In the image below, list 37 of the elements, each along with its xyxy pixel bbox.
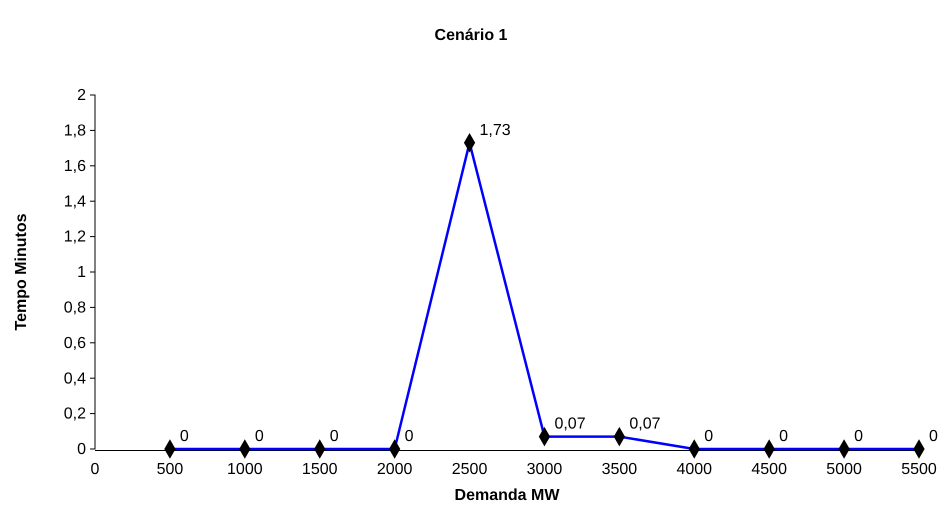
data-label: 0	[254, 428, 264, 445]
x-tick-label: 5000	[826, 460, 862, 478]
data-label: 0	[404, 428, 414, 445]
data-label: 0	[704, 428, 714, 445]
x-tick-label: 4000	[676, 460, 712, 478]
data-label: 0	[330, 428, 339, 445]
y-tick-label: 0,2	[64, 406, 86, 423]
x-tick-label: 0	[90, 460, 100, 478]
chart-title: Cenário 1	[434, 27, 508, 44]
y-tick-label: 1	[77, 264, 86, 282]
data-label: 0	[779, 428, 788, 445]
x-tick-label: 5500	[901, 460, 937, 478]
y-tick-label: 0	[77, 441, 86, 458]
x-tick-label: 1500	[302, 460, 338, 478]
x-axis-title: Demanda MW	[454, 487, 560, 504]
y-tick-label: 1,8	[64, 122, 86, 140]
data-label: 0	[854, 428, 864, 445]
y-tick-label: 0,8	[64, 300, 86, 317]
y-tick-label: 0,4	[64, 370, 86, 388]
x-tick-label: 1000	[227, 460, 263, 478]
x-tick-label: 500	[156, 460, 184, 478]
x-tick-label: 3500	[602, 460, 638, 478]
x-tick-label: 2500	[452, 460, 488, 478]
y-tick-label: 0,6	[64, 334, 86, 352]
y-tick-label: 1,4	[64, 193, 86, 210]
y-tick-label: 1,2	[64, 228, 86, 246]
data-label: 0	[180, 428, 189, 445]
data-label: 0,07	[554, 416, 586, 433]
data-label: 1,73	[480, 122, 511, 139]
y-tick-label: 2	[77, 87, 86, 104]
data-label: 0	[929, 428, 938, 445]
y-axis-title: Tempo Minutos	[13, 213, 30, 331]
data-label: 0,07	[629, 416, 661, 433]
x-tick-label: 3000	[526, 460, 562, 478]
y-tick-label: 1,6	[64, 158, 86, 175]
x-tick-label: 2000	[376, 460, 413, 478]
x-tick-label: 4500	[751, 460, 788, 478]
